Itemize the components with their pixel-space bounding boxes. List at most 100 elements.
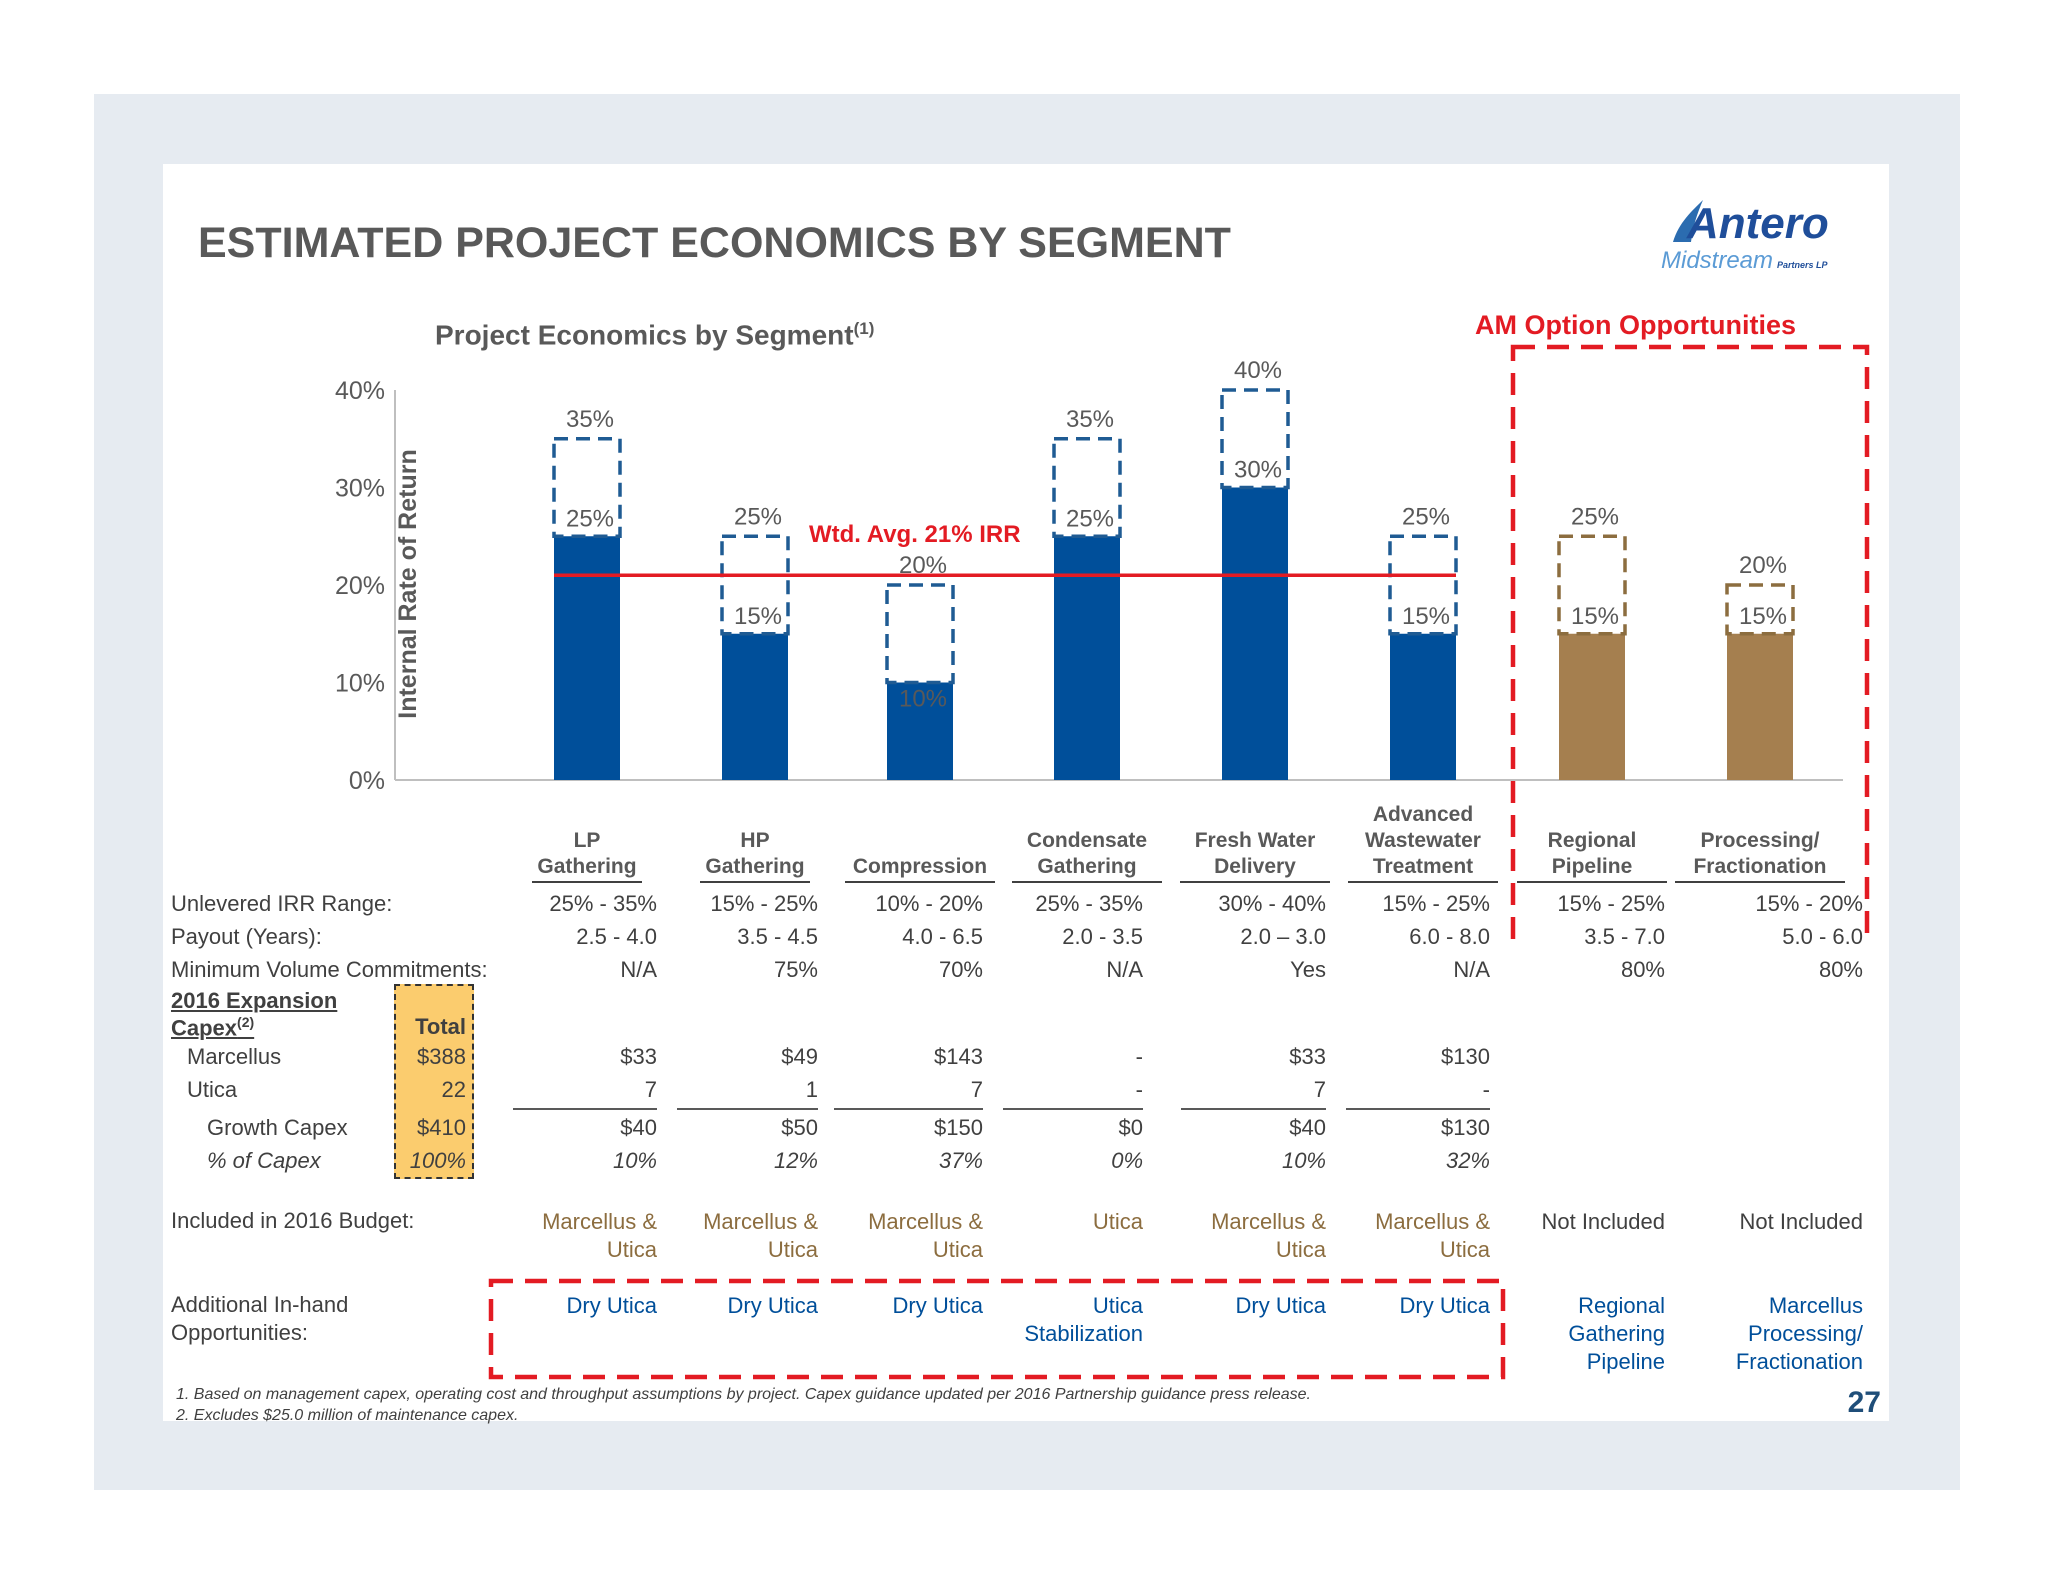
header-underline — [532, 881, 642, 883]
subtotal-rule — [513, 1108, 657, 1110]
subtotal-rule — [1346, 1108, 1490, 1110]
label-low-2: 10% — [899, 686, 947, 713]
marcellus-cell: $143 — [934, 1044, 983, 1069]
label-low-6: 15% — [1571, 603, 1619, 630]
label-low-7: 15% — [1739, 603, 1787, 630]
header-underline — [1180, 881, 1330, 883]
column-header-6: Regional Pipeline — [1507, 828, 1677, 880]
mvc-cell: 75% — [773, 957, 818, 982]
column-header-0: LP Gathering — [522, 828, 652, 880]
label-high-6: 25% — [1571, 503, 1619, 530]
column-header-7: Processing/Fractionation — [1665, 828, 1855, 880]
label-low-0: 25% — [566, 505, 614, 532]
bar-high-range-6 — [1557, 534, 1627, 636]
subtotal-rule — [1003, 1108, 1143, 1110]
column-header-5: Advanced Wastewater Treatment — [1338, 802, 1508, 880]
column-header-line: Pipeline — [1551, 855, 1633, 878]
mvc-label: Minimum Volume Commitments: — [171, 957, 488, 982]
budget-cell-line: Utica — [1275, 1237, 1326, 1262]
irr-cell: 15% - 25% — [1382, 891, 1490, 916]
am-option-box — [1510, 344, 1870, 944]
capex-heading-text: Capex — [171, 1015, 238, 1041]
column-header-1: HP Gathering — [690, 828, 820, 880]
budget-cell-line: Utica — [1092, 1209, 1143, 1234]
footnote-1: 1. Based on management capex, operating … — [176, 1386, 1311, 1403]
logo-wordmark: Antero — [1686, 199, 1829, 248]
growth-cell: $150 — [934, 1115, 983, 1140]
marcellus-label: Marcellus — [187, 1044, 282, 1069]
pct-cell: 37% — [938, 1148, 983, 1173]
mvc-cell: N/A — [620, 957, 657, 982]
utica-cell: 7 — [1313, 1077, 1326, 1102]
header-underline — [845, 881, 995, 883]
pct-cell: 0% — [1111, 1148, 1143, 1173]
additional-cell-line: Gathering — [1568, 1321, 1665, 1346]
subtotal-rule — [1181, 1108, 1326, 1110]
pct-cell: 10% — [1281, 1148, 1326, 1173]
additional-cell: Utica Stabilization — [943, 1292, 1143, 1348]
budget-cell: Marcellus & Utica — [457, 1208, 657, 1264]
column-header-line: HP — [740, 829, 770, 852]
additional-cell: Regional Gathering Pipeline — [1465, 1292, 1665, 1376]
marcellus-cell: $33 — [620, 1044, 657, 1069]
bar-high-range-1 — [720, 534, 790, 636]
pct-label: % of Capex — [207, 1148, 321, 1173]
budget-cell-line: Marcellus & — [868, 1209, 983, 1234]
marcellus-total: $388 — [417, 1044, 466, 1069]
payout-label: Payout (Years): — [171, 924, 322, 949]
additional-cell-line: Stabilization — [1024, 1321, 1143, 1346]
additional-cell-line: Pipeline — [1586, 1349, 1665, 1374]
budget-cell-line: Utica — [606, 1237, 657, 1262]
label-high-0: 35% — [566, 406, 614, 433]
marcellus-cell: $33 — [1289, 1044, 1326, 1069]
irr-label: Unlevered IRR Range: — [171, 891, 393, 916]
column-header-line: Condensate — [1026, 829, 1148, 852]
label-low-3: 25% — [1066, 505, 1114, 532]
am-option-title: AM Option Opportunities — [1475, 310, 1796, 340]
utica-cell: 1 — [805, 1077, 818, 1102]
mvc-cell: N/A — [1106, 957, 1143, 982]
label-low-4: 30% — [1234, 457, 1282, 484]
chart-title-footnote-ref: (1) — [853, 319, 875, 338]
budget-cell: Not Included — [1465, 1208, 1665, 1236]
irr-cell: 25% - 35% — [1035, 891, 1143, 916]
capex-heading-footnote-ref: (2) — [237, 1014, 255, 1030]
column-header-line: Wastewater — [1365, 829, 1481, 852]
utica-cell: - — [1482, 1077, 1490, 1102]
label-high-3: 35% — [1066, 406, 1114, 433]
additional-cell-line: Regional — [1578, 1293, 1665, 1318]
irr-bar-chart: 0% 10% 20% 30% 40% Internal Rate of Return 35%… — [335, 344, 1870, 944]
growth-cell: $40 — [1289, 1115, 1326, 1140]
additional-cell: Marcellus Processing/Fractionation — [1663, 1292, 1863, 1376]
column-header-3: Condensate Gathering — [1002, 828, 1172, 880]
column-header-line: Gathering — [705, 855, 805, 878]
additional-cell-line: Fractionation — [1735, 1349, 1863, 1374]
budget-cell-line: Not Included — [1541, 1209, 1665, 1234]
additional-label-2: Opportunities: — [171, 1320, 308, 1345]
growth-cell: $0 — [1118, 1115, 1143, 1140]
payout-cell: 5.0 - 6.0 — [1782, 924, 1863, 949]
additional-cell: Dry Utica — [1290, 1292, 1490, 1320]
label-low-1: 15% — [734, 603, 782, 630]
irr-cell: 15% - 20% — [1755, 891, 1863, 916]
column-header-line: Fractionation — [1693, 855, 1827, 878]
weighted-average-label: Wtd. Avg. 21% IRR — [809, 521, 1021, 548]
irr-cell: 15% - 25% — [1557, 891, 1665, 916]
y-tick-label: 40% — [335, 377, 385, 405]
bar-high-range-4 — [1220, 388, 1290, 490]
label-low-5: 15% — [1402, 603, 1450, 630]
utica-cell: 7 — [970, 1077, 983, 1102]
logo-flame-icon — [1673, 200, 1703, 242]
bar-low-3 — [1054, 536, 1120, 780]
label-high-1: 25% — [734, 503, 782, 530]
capex-heading-2: Capex(2) — [171, 1014, 254, 1041]
logo-partners: Partners LP — [1777, 260, 1829, 270]
irr-cell: 10% - 20% — [875, 891, 983, 916]
page-number: 27 — [1847, 1386, 1881, 1419]
pct-cell: 10% — [612, 1148, 657, 1173]
additional-label-1: Additional In-hand — [171, 1292, 349, 1317]
column-header-2: Compression — [835, 854, 1005, 880]
mvc-cell: Yes — [1290, 957, 1326, 982]
growth-cell: $130 — [1441, 1115, 1490, 1140]
bar-high-range-0 — [552, 437, 622, 538]
